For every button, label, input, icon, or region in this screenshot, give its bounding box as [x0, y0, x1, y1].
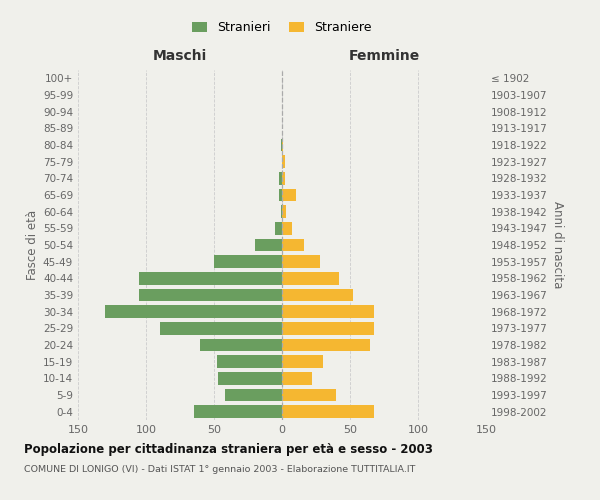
Bar — [282, 156, 285, 168]
Bar — [282, 256, 320, 268]
Bar — [282, 272, 339, 284]
Bar — [282, 206, 286, 218]
Bar — [282, 289, 353, 301]
Bar — [194, 406, 282, 418]
Bar — [282, 188, 296, 201]
Bar — [282, 222, 292, 234]
Bar — [225, 389, 282, 401]
Bar — [279, 172, 282, 184]
Bar — [217, 356, 282, 368]
Bar — [282, 306, 374, 318]
Bar — [218, 372, 282, 384]
Bar — [281, 206, 282, 218]
Bar — [214, 256, 282, 268]
Bar — [282, 372, 312, 384]
Bar — [282, 138, 283, 151]
Bar — [282, 239, 304, 251]
Bar — [139, 272, 282, 284]
Bar — [282, 339, 370, 351]
Bar — [281, 138, 282, 151]
Bar — [282, 406, 374, 418]
Bar — [105, 306, 282, 318]
Text: Maschi: Maschi — [153, 50, 207, 64]
Bar — [275, 222, 282, 234]
Bar — [282, 322, 374, 334]
Legend: Stranieri, Straniere: Stranieri, Straniere — [187, 16, 377, 40]
Text: Popolazione per cittadinanza straniera per età e sesso - 2003: Popolazione per cittadinanza straniera p… — [24, 442, 433, 456]
Text: Femmine: Femmine — [349, 50, 419, 64]
Bar — [160, 322, 282, 334]
Text: COMUNE DI LONIGO (VI) - Dati ISTAT 1° gennaio 2003 - Elaborazione TUTTITALIA.IT: COMUNE DI LONIGO (VI) - Dati ISTAT 1° ge… — [24, 465, 415, 474]
Bar — [200, 339, 282, 351]
Y-axis label: Fasce di età: Fasce di età — [26, 210, 39, 280]
Bar — [255, 239, 282, 251]
Bar — [282, 172, 285, 184]
Bar — [279, 188, 282, 201]
Bar — [282, 389, 337, 401]
Y-axis label: Anni di nascita: Anni di nascita — [551, 202, 564, 288]
Bar — [282, 356, 323, 368]
Bar — [139, 289, 282, 301]
